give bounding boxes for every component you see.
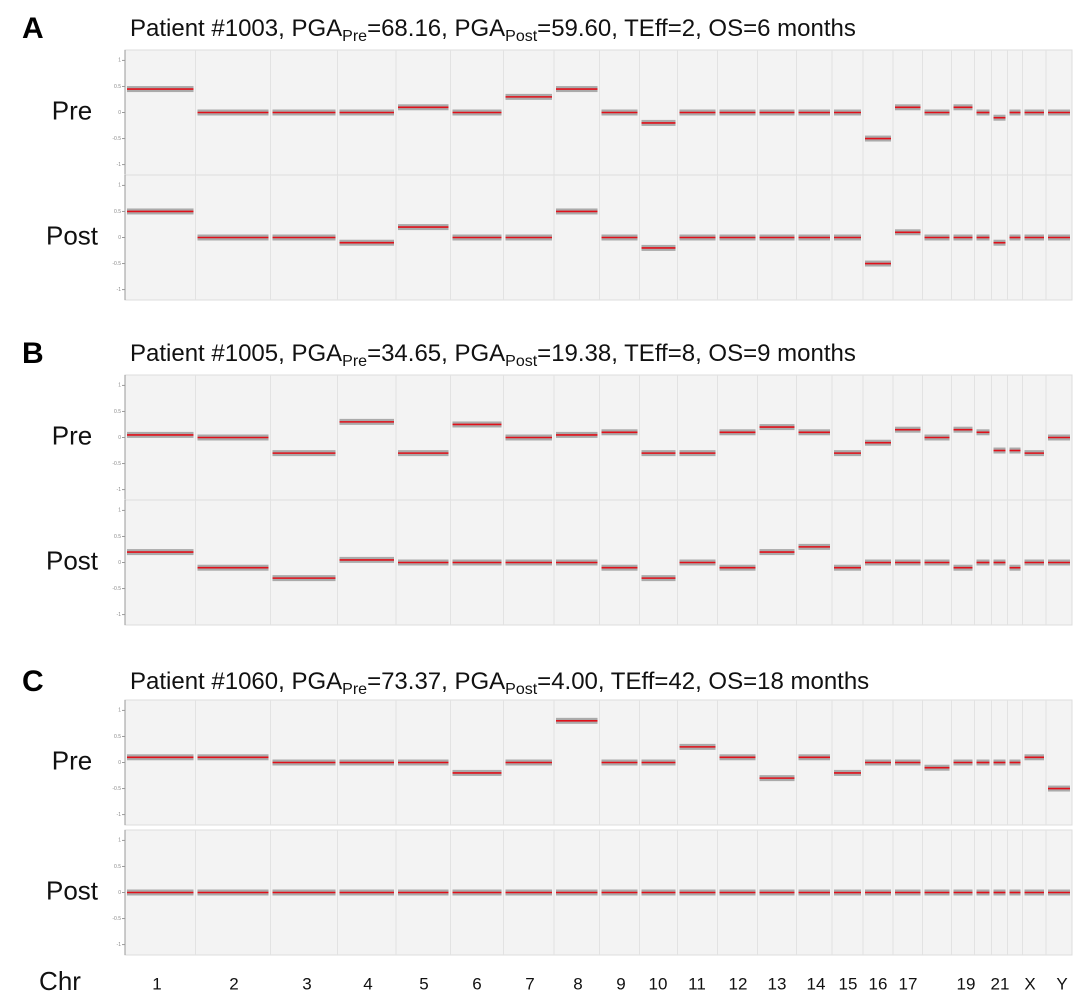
y-tick-label: 0.5 xyxy=(114,734,121,740)
panel-letter: B xyxy=(22,337,44,370)
chromosome-label: 19 xyxy=(957,974,976,993)
chromosome-label: X xyxy=(1024,974,1035,993)
y-tick-label: 0.5 xyxy=(114,84,121,90)
y-tick-label: 0.5 xyxy=(114,409,121,415)
row-label: Post xyxy=(46,875,99,905)
title-part: =68.16, PGA xyxy=(367,15,505,42)
y-tick-label: 1 xyxy=(118,838,121,844)
y-tick-label: 1 xyxy=(118,183,121,189)
title-part: =59.60, TEff=2, OS=6 months xyxy=(537,15,856,42)
y-tick-label: 1 xyxy=(118,708,121,714)
chromosome-label: Y xyxy=(1056,974,1067,993)
title-part: =73.37, PGA xyxy=(367,668,505,695)
chromosome-label: 7 xyxy=(525,974,534,993)
y-tick-label: 0 xyxy=(118,435,121,441)
chromosome-label: 9 xyxy=(616,974,625,993)
y-tick-label: 0 xyxy=(118,235,121,241)
title-part: =34.65, PGA xyxy=(367,340,505,367)
y-tick-label: -0.5 xyxy=(112,586,121,592)
row-label: Pre xyxy=(52,745,92,775)
y-tick-label: 1 xyxy=(118,508,121,514)
chromosome-label: 4 xyxy=(363,974,372,993)
title-subscript: Pre xyxy=(342,28,367,45)
title-part: Patient #1005, PGA xyxy=(130,340,342,367)
row-label: Post xyxy=(46,545,99,575)
plot-area xyxy=(124,374,1073,501)
panel-letter: A xyxy=(22,12,44,45)
y-tick-label: 1 xyxy=(118,58,121,64)
y-tick-label: -1 xyxy=(117,487,122,493)
title-subscript: Post xyxy=(505,681,538,698)
y-tick-label: 0.5 xyxy=(114,209,121,215)
panel-title: Patient #1060, PGAPre=73.37, PGAPost=4.0… xyxy=(130,668,869,698)
y-tick-label: -1 xyxy=(117,162,122,168)
plot-area xyxy=(124,699,1073,826)
chromosome-label: 6 xyxy=(472,974,481,993)
chromosome-label: 2 xyxy=(229,974,238,993)
y-tick-label: 0 xyxy=(118,890,121,896)
y-tick-label: 0 xyxy=(118,760,121,766)
title-subscript: Pre xyxy=(342,353,367,370)
y-tick-label: 0 xyxy=(118,560,121,566)
title-part: Patient #1003, PGA xyxy=(130,15,342,42)
title-part: Patient #1060, PGA xyxy=(130,668,342,695)
row-label: Pre xyxy=(52,95,92,125)
y-tick-label: -0.5 xyxy=(112,786,121,792)
chromosome-label: 17 xyxy=(899,974,918,993)
chromosome-label: 14 xyxy=(807,974,826,993)
panel-letter: C xyxy=(22,665,44,698)
chromosome-label: 11 xyxy=(688,974,706,993)
chromosome-label: 12 xyxy=(729,974,748,993)
panel-title: Patient #1005, PGAPre=34.65, PGAPost=19.… xyxy=(130,340,856,370)
row-label: Post xyxy=(46,220,99,250)
chromosome-label: 5 xyxy=(419,974,428,993)
chromosome-label: 15 xyxy=(839,974,858,993)
title-subscript: Post xyxy=(505,353,538,370)
y-tick-label: -0.5 xyxy=(112,136,121,142)
row-label: Pre xyxy=(52,420,92,450)
title-subscript: Post xyxy=(505,28,538,45)
y-tick-label: -0.5 xyxy=(112,916,121,922)
y-tick-label: 0 xyxy=(118,110,121,116)
title-subscript: Pre xyxy=(342,681,367,698)
y-tick-label: 0.5 xyxy=(114,864,121,870)
chromosome-label: 13 xyxy=(768,974,787,993)
y-tick-label: -0.5 xyxy=(112,261,121,267)
x-axis-label: Chr xyxy=(39,966,81,996)
panel-title: Patient #1003, PGAPre=68.16, PGAPost=59.… xyxy=(130,15,856,45)
y-tick-label: 0.5 xyxy=(114,534,121,540)
y-tick-label: -1 xyxy=(117,287,122,293)
chromosome-label: 1 xyxy=(152,974,161,993)
y-tick-label: -1 xyxy=(117,812,122,818)
chromosome-label: 8 xyxy=(573,974,582,993)
title-part: =4.00, TEff=42, OS=18 months xyxy=(537,668,869,695)
chromosome-label: 10 xyxy=(649,974,668,993)
chromosome-label: 16 xyxy=(869,974,888,993)
chromosome-label: 3 xyxy=(302,974,311,993)
y-tick-label: -1 xyxy=(117,942,122,948)
y-tick-label: -1 xyxy=(117,612,122,618)
y-tick-label: -0.5 xyxy=(112,461,121,467)
y-tick-label: 1 xyxy=(118,383,121,389)
chromosome-label: 21 xyxy=(991,974,1010,993)
title-part: =19.38, TEff=8, OS=9 months xyxy=(537,340,856,367)
